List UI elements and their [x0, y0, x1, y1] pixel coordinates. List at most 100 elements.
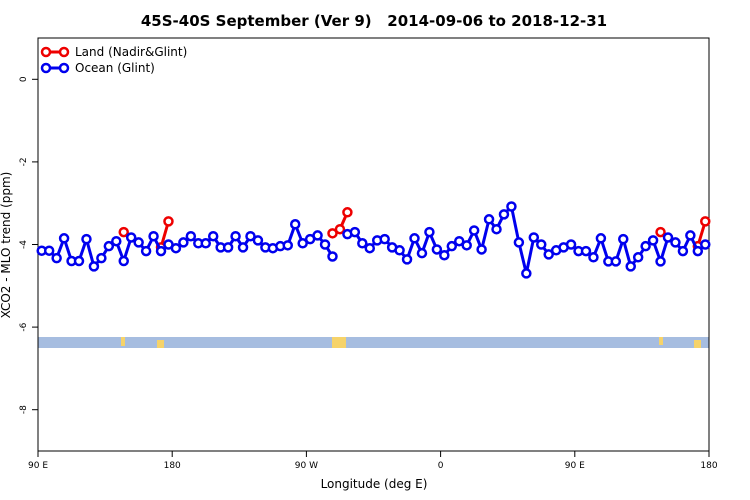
point — [476, 244, 487, 255]
point — [677, 245, 689, 257]
point — [364, 242, 376, 254]
point — [133, 237, 144, 248]
point — [461, 240, 472, 251]
y-tick-label: -8 — [19, 405, 29, 414]
point — [103, 240, 115, 252]
point — [43, 245, 55, 256]
point — [610, 256, 622, 267]
legend-label: Land (Nadir&Glint) — [75, 45, 187, 59]
point — [483, 214, 495, 225]
point — [148, 230, 159, 242]
point — [409, 233, 420, 244]
point — [647, 235, 659, 246]
chart-title: 45S-40S September (Ver 9) 2014-09-06 to … — [141, 12, 607, 30]
point — [349, 226, 361, 238]
point — [618, 233, 629, 245]
point — [327, 228, 338, 239]
point — [51, 252, 62, 264]
point — [521, 268, 532, 279]
legend-marker — [40, 62, 52, 74]
point — [200, 238, 211, 249]
point — [655, 226, 666, 238]
point — [588, 252, 599, 263]
x-tick-label: 90 E — [28, 461, 48, 471]
point — [297, 238, 308, 249]
point — [289, 219, 301, 230]
point — [140, 245, 152, 257]
y-axis-label: XCO2 - MLO trend (ppm) — [0, 172, 13, 319]
point — [513, 237, 525, 248]
y-tick-label: -2 — [19, 157, 29, 166]
point — [640, 240, 651, 252]
legend-marker — [58, 46, 70, 58]
point — [170, 242, 182, 254]
y-tick-label: -6 — [19, 322, 29, 331]
point — [528, 232, 540, 243]
point — [453, 235, 465, 247]
x-tick-label: 90 E — [565, 461, 585, 471]
point — [491, 223, 502, 235]
point — [498, 209, 510, 220]
legend-marker — [40, 46, 52, 58]
point — [282, 240, 294, 251]
point — [81, 233, 92, 245]
point — [700, 239, 711, 250]
point — [468, 225, 480, 236]
point — [394, 245, 405, 256]
point — [118, 255, 129, 267]
point — [655, 256, 666, 267]
x-tick-label: 0 — [438, 461, 444, 471]
point — [73, 255, 85, 267]
point — [96, 252, 107, 264]
point — [700, 216, 711, 227]
point — [543, 249, 554, 260]
point — [230, 230, 241, 242]
point — [237, 242, 249, 253]
point — [431, 244, 443, 255]
point — [662, 232, 674, 243]
x-axis-label: Longitude (deg E) — [321, 477, 428, 491]
point — [446, 240, 458, 252]
land-mask-strip — [38, 337, 709, 348]
point — [245, 230, 256, 242]
point — [327, 251, 338, 262]
point — [692, 245, 704, 257]
point — [207, 230, 219, 242]
point — [632, 252, 644, 263]
legend-marker — [58, 62, 70, 74]
point — [580, 245, 592, 257]
point — [401, 254, 413, 265]
point — [125, 232, 137, 243]
point — [595, 233, 607, 244]
point — [416, 247, 428, 259]
point — [379, 233, 390, 245]
point — [536, 239, 547, 250]
x-tick-label: 180 — [164, 461, 181, 471]
x-tick-label: 90 W — [295, 461, 318, 471]
point — [88, 261, 100, 272]
point — [565, 239, 577, 250]
legend-label: Ocean (Glint) — [75, 61, 155, 75]
point — [111, 235, 122, 247]
y-tick-label: 0 — [19, 76, 29, 82]
point — [319, 239, 331, 250]
point — [118, 226, 129, 238]
point — [424, 226, 435, 238]
point — [685, 230, 696, 241]
point — [163, 216, 174, 227]
point — [185, 230, 197, 242]
point — [334, 223, 346, 235]
point — [222, 242, 234, 253]
point — [439, 249, 450, 261]
point — [312, 230, 323, 241]
point — [506, 201, 517, 212]
point — [155, 245, 167, 257]
point — [252, 235, 264, 246]
point — [357, 238, 368, 249]
point — [58, 233, 70, 244]
x-tick-label: 180 — [700, 461, 717, 471]
point — [625, 261, 636, 272]
point — [342, 207, 353, 218]
y-tick-label: -4 — [19, 240, 29, 249]
